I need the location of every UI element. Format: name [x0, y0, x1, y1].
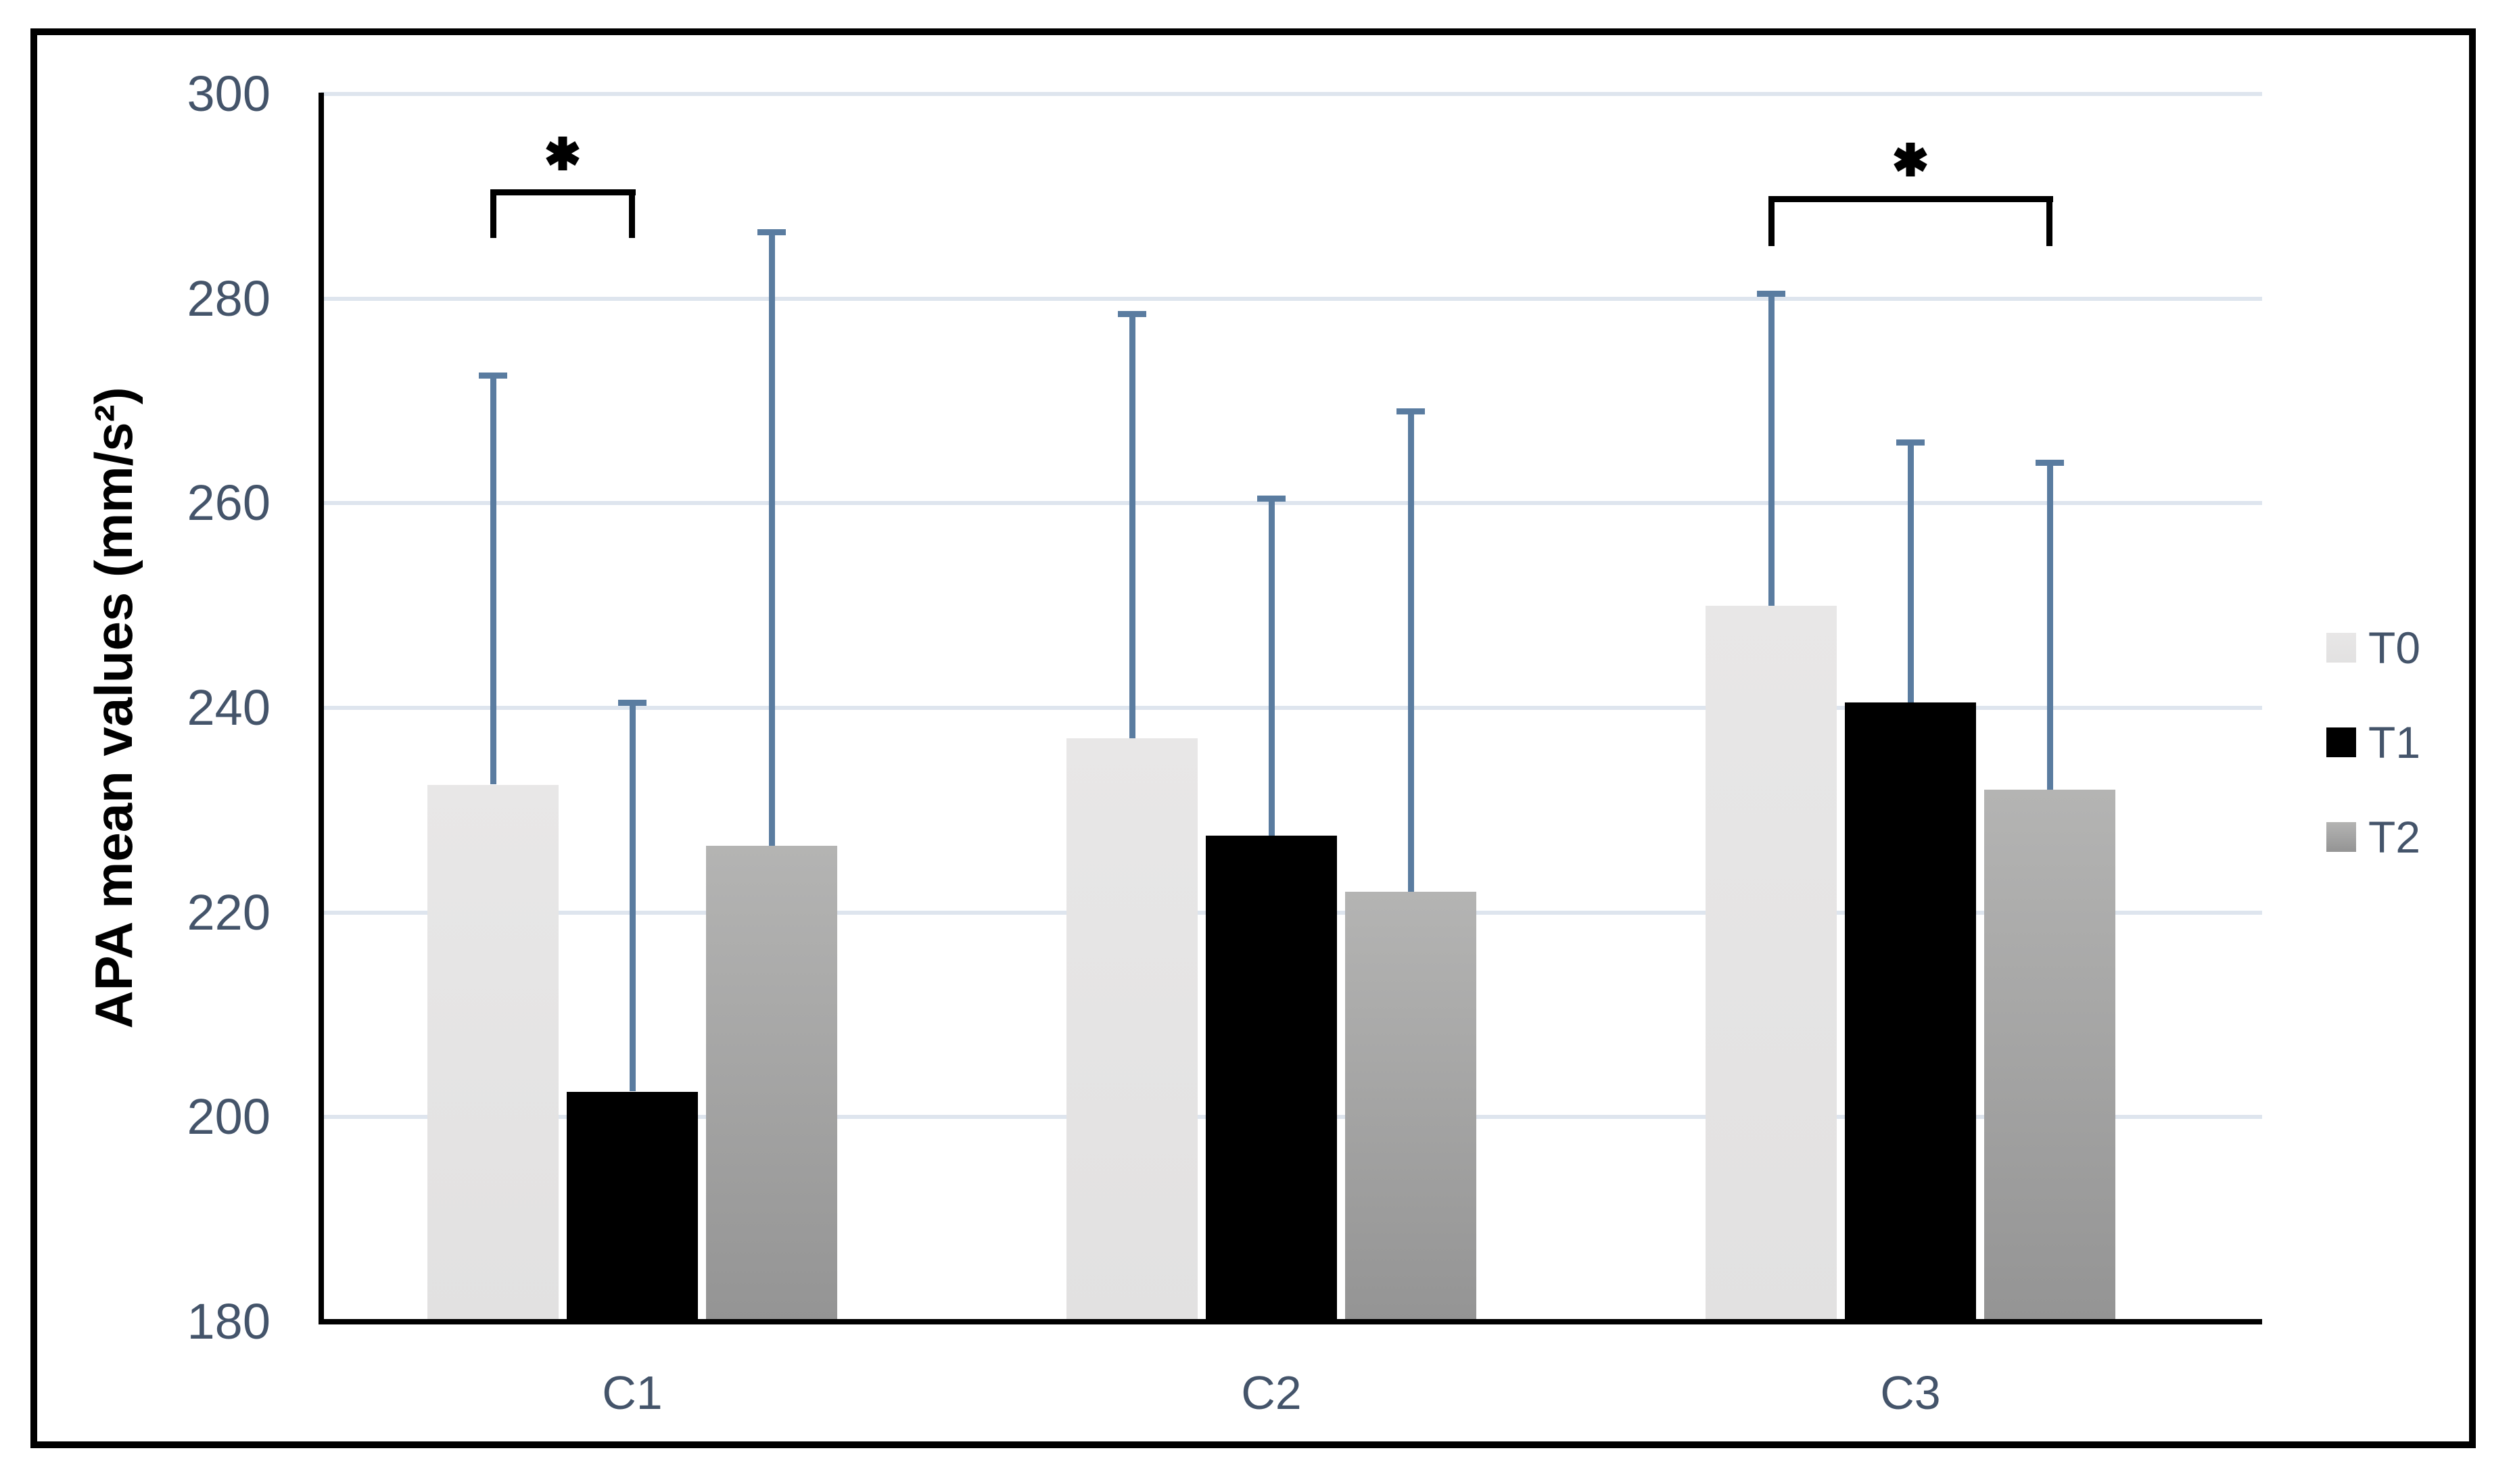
- y-tick-label-280: 280: [187, 270, 271, 327]
- bar-c1-t2: [706, 846, 837, 1323]
- error-bar-c1-t0: [490, 375, 496, 785]
- significance-asterisk: [544, 135, 582, 172]
- bar-c2-t0: [1066, 738, 1198, 1323]
- error-bar-c3-t2: [2047, 462, 2053, 790]
- legend-swatch-t0: [2326, 633, 2356, 663]
- significance-bracket-left-leg: [490, 189, 496, 239]
- significance-bracket: [1768, 196, 2053, 203]
- bar-c2-t1: [1206, 836, 1337, 1323]
- legend-label-t2: T2: [2368, 812, 2421, 862]
- error-bar-cap-c2-t2: [1396, 408, 1425, 415]
- error-bar-c1-t1: [630, 702, 636, 1092]
- x-category-label-c1: C1: [602, 1366, 663, 1419]
- error-bar-c1-t2: [769, 232, 775, 846]
- bar-c3-t0: [1706, 605, 1837, 1323]
- error-bar-cap-c3-t2: [2036, 459, 2064, 466]
- bar-c3-t1: [1845, 702, 1976, 1323]
- significance-bracket-left-leg: [1768, 196, 1775, 247]
- bar-c1-t0: [427, 784, 559, 1323]
- error-bar-c2-t2: [1408, 411, 1414, 892]
- y-tick-label-200: 200: [187, 1088, 271, 1145]
- error-bar-cap-c3-t1: [1896, 439, 1925, 446]
- y-tick-label-260: 260: [187, 475, 271, 531]
- significance-bracket: [490, 189, 636, 195]
- y-tick-label-300: 300: [187, 66, 271, 122]
- y-tick-label-240: 240: [187, 679, 271, 736]
- gridline-260: [321, 501, 2262, 506]
- legend-label-t1: T1: [2368, 717, 2421, 767]
- error-bar-cap-c1-t1: [618, 700, 647, 707]
- gridline-300: [321, 92, 2262, 96]
- gridline-280: [321, 296, 2262, 301]
- y-tick-label-220: 220: [187, 884, 271, 940]
- legend-swatch-t1: [2326, 727, 2356, 757]
- legend-swatch-t2: [2326, 822, 2356, 852]
- error-bar-c3-t0: [1768, 293, 1775, 606]
- bar-c1-t1: [567, 1091, 698, 1323]
- x-category-label-c2: C2: [1241, 1366, 1302, 1419]
- gridline-240: [321, 706, 2262, 710]
- x-category-label-c3: C3: [1880, 1366, 1941, 1419]
- error-bar-cap-c1-t2: [757, 229, 786, 236]
- significance-bracket-right-leg: [629, 189, 635, 239]
- error-bar-c2-t0: [1129, 314, 1135, 739]
- error-bar-cap-c1-t0: [479, 373, 507, 379]
- bar-c3-t2: [1984, 790, 2115, 1323]
- bar-c2-t2: [1345, 892, 1476, 1323]
- y-axis-line: [319, 93, 324, 1324]
- y-tick-label-180: 180: [187, 1293, 271, 1349]
- error-bar-cap-c2-t0: [1118, 311, 1146, 318]
- error-bar-cap-c2-t1: [1257, 495, 1286, 502]
- error-bar-c2-t1: [1269, 498, 1275, 836]
- significance-asterisk: [1892, 141, 1929, 178]
- significance-bracket-right-leg: [2046, 196, 2052, 247]
- error-bar-c3-t1: [1908, 441, 1914, 703]
- legend-label-t0: T0: [2368, 623, 2421, 673]
- x-axis-line: [319, 1319, 2262, 1324]
- error-bar-cap-c3-t0: [1757, 291, 1785, 297]
